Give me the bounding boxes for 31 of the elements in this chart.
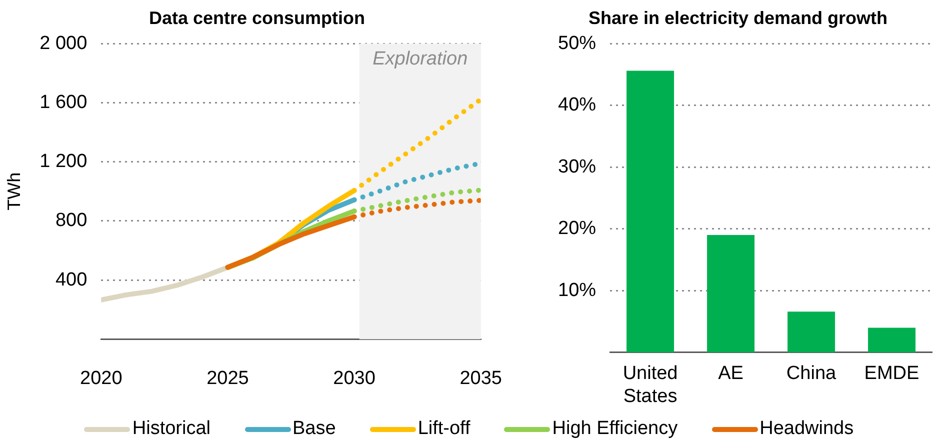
bar <box>707 235 755 352</box>
x-tick-label: 2025 <box>206 368 249 389</box>
legend-label: Headwinds <box>760 418 854 440</box>
bar <box>868 328 916 352</box>
y-tick-label: 40% <box>558 94 596 116</box>
y-tick-label: 1 200 <box>40 151 88 172</box>
y-tick-label: 50% <box>558 32 596 54</box>
legend-label: Base <box>292 418 336 440</box>
x-tick-label: 2020 <box>80 368 122 389</box>
x-tick-label: 2035 <box>460 368 502 389</box>
x-tick-label: AE <box>718 363 744 384</box>
bar <box>626 70 674 352</box>
x-tick-label: China <box>786 363 837 384</box>
legend-label: High Efficiency <box>552 418 678 440</box>
y-axis-title: TWh <box>4 172 24 210</box>
chart-title: Share in electricity demand growth <box>588 8 888 28</box>
y-tick-label: 1 600 <box>40 92 88 113</box>
x-tick-label: United States <box>622 363 678 407</box>
y-tick-label: 2 000 <box>40 32 88 54</box>
y-tick-label: 20% <box>558 218 596 240</box>
y-tick-label: 10% <box>558 280 596 301</box>
y-tick-label: 800 <box>55 210 88 232</box>
chart-title: Data centre consumption <box>148 8 366 28</box>
x-tick-label: EMDE <box>864 363 920 384</box>
legend-label: Lift-off <box>418 418 470 440</box>
bar <box>788 312 836 352</box>
y-tick-label: 30% <box>558 156 596 178</box>
x-tick-label: 2030 <box>333 368 376 389</box>
legend-label: Historical <box>132 418 210 440</box>
band-label: Exploration <box>372 48 468 70</box>
y-tick-label: 400 <box>55 269 88 290</box>
